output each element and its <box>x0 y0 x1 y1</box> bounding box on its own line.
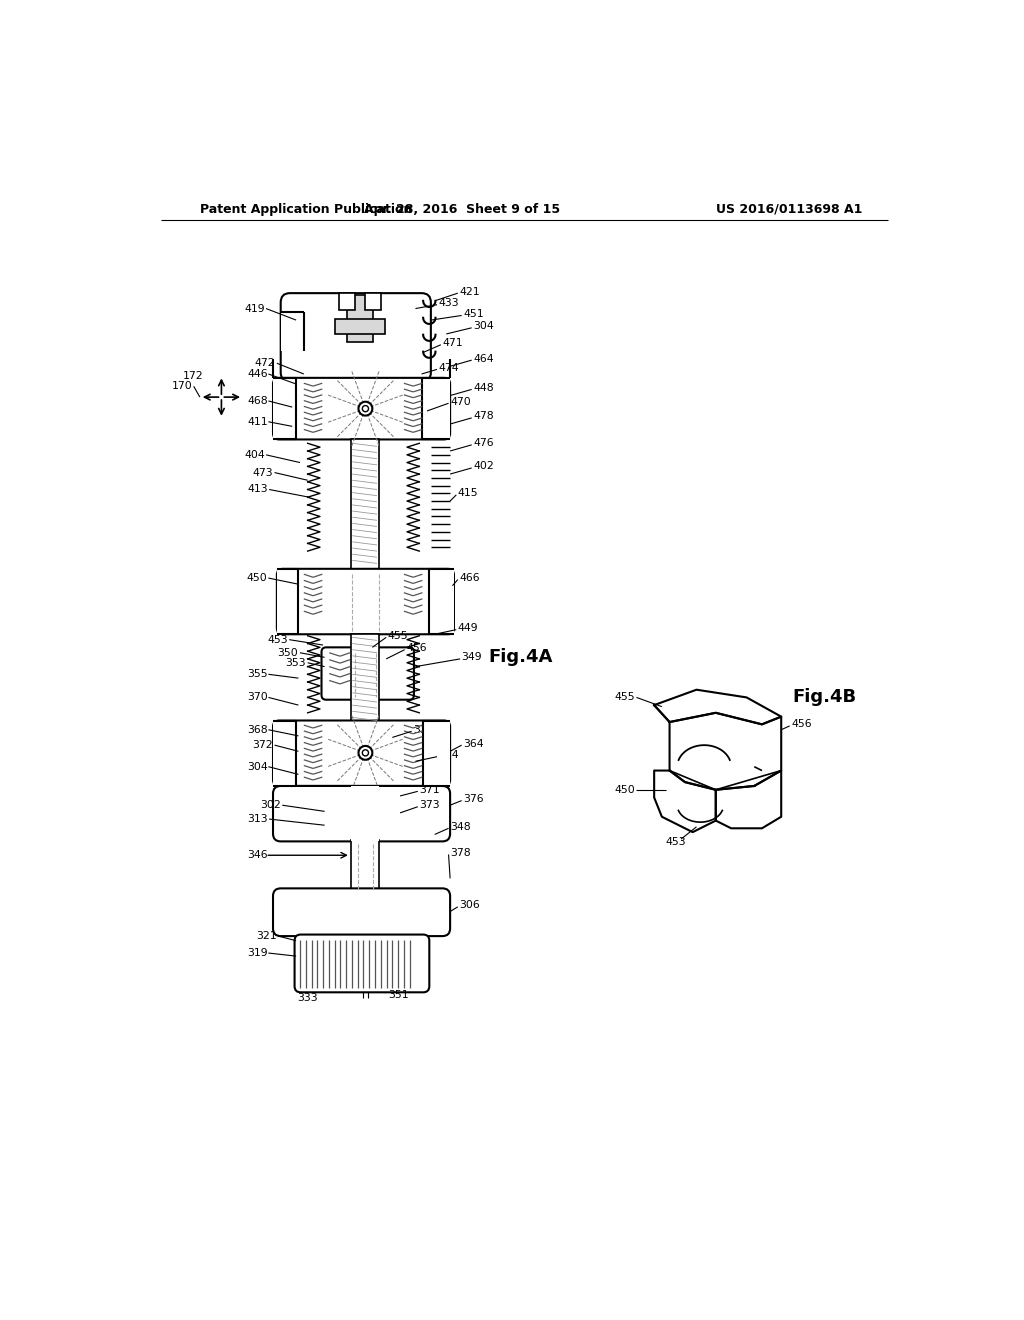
Text: 313: 313 <box>247 814 267 824</box>
Text: 404: 404 <box>245 450 265 459</box>
Text: 456: 456 <box>792 719 812 730</box>
Text: 453: 453 <box>666 837 686 847</box>
Circle shape <box>362 750 369 756</box>
Text: 170: 170 <box>171 381 193 391</box>
Text: 415: 415 <box>458 488 478 499</box>
Text: Apr. 28, 2016  Sheet 9 of 15: Apr. 28, 2016 Sheet 9 of 15 <box>364 203 560 215</box>
Text: 449: 449 <box>458 623 478 634</box>
Bar <box>351 635 379 723</box>
FancyBboxPatch shape <box>273 785 451 841</box>
Text: 353: 353 <box>286 657 306 668</box>
Text: 468: 468 <box>247 396 267 407</box>
Text: 372: 372 <box>252 741 273 750</box>
Text: 351: 351 <box>388 990 409 1001</box>
Circle shape <box>358 401 373 416</box>
Text: 470: 470 <box>451 397 471 407</box>
Text: 302: 302 <box>260 800 281 810</box>
Text: 306: 306 <box>460 900 480 911</box>
Text: Fig.4B: Fig.4B <box>793 689 857 706</box>
Text: 421: 421 <box>460 288 480 297</box>
Text: 466: 466 <box>460 573 480 583</box>
Bar <box>281 313 304 351</box>
Bar <box>339 293 354 310</box>
Text: 346: 346 <box>247 850 267 861</box>
Text: 413: 413 <box>247 484 267 495</box>
FancyBboxPatch shape <box>273 378 451 440</box>
Text: 304: 304 <box>473 321 494 331</box>
Text: 368: 368 <box>247 725 267 735</box>
Text: 304: 304 <box>247 762 267 772</box>
Bar <box>366 293 381 310</box>
FancyBboxPatch shape <box>322 647 414 700</box>
Text: 411: 411 <box>247 417 267 426</box>
Bar <box>429 569 454 635</box>
Text: Fig.4A: Fig.4A <box>488 648 553 667</box>
Circle shape <box>358 746 373 760</box>
Text: 172: 172 <box>183 371 204 380</box>
Text: 373: 373 <box>419 800 440 810</box>
FancyBboxPatch shape <box>276 569 454 635</box>
Text: 474: 474 <box>438 363 459 372</box>
Bar <box>335 318 385 334</box>
Bar <box>347 296 373 342</box>
Text: 355: 355 <box>247 669 267 680</box>
Text: 350: 350 <box>278 648 298 657</box>
Text: 370: 370 <box>247 693 267 702</box>
Text: 472: 472 <box>255 358 275 368</box>
Text: 473: 473 <box>252 467 273 478</box>
Bar <box>276 569 298 635</box>
Text: 464: 464 <box>473 354 494 363</box>
Circle shape <box>362 405 369 412</box>
FancyBboxPatch shape <box>273 335 451 380</box>
Bar <box>273 378 296 440</box>
Text: 456: 456 <box>407 643 427 653</box>
Text: 348: 348 <box>451 822 471 832</box>
FancyBboxPatch shape <box>281 293 431 381</box>
Text: 450: 450 <box>614 785 635 795</box>
Text: 455: 455 <box>387 631 408 640</box>
Text: 321: 321 <box>256 931 276 941</box>
Text: 376: 376 <box>463 795 483 804</box>
FancyBboxPatch shape <box>273 721 451 785</box>
Text: 451: 451 <box>463 309 483 319</box>
Text: 433: 433 <box>438 298 459 308</box>
Text: 319: 319 <box>247 948 267 958</box>
Text: 374: 374 <box>438 750 459 760</box>
Text: 455: 455 <box>614 693 635 702</box>
Text: 349: 349 <box>462 652 482 663</box>
Text: 378: 378 <box>451 847 471 858</box>
Text: 478: 478 <box>473 412 494 421</box>
Text: Patent Application Publication: Patent Application Publication <box>200 203 413 215</box>
Bar <box>351 840 379 890</box>
Text: 402: 402 <box>473 462 494 471</box>
Bar <box>422 378 451 440</box>
Text: 333: 333 <box>297 993 318 1003</box>
Bar <box>273 721 296 785</box>
Text: 371: 371 <box>419 785 440 795</box>
Text: 476: 476 <box>473 438 494 449</box>
Text: 453: 453 <box>268 635 289 644</box>
Text: 419: 419 <box>245 304 265 314</box>
Text: 311: 311 <box>413 725 434 735</box>
Bar <box>423 721 451 785</box>
Text: US 2016/0113698 A1: US 2016/0113698 A1 <box>716 203 862 215</box>
Text: 446: 446 <box>247 370 267 379</box>
Bar <box>351 785 379 841</box>
Text: 471: 471 <box>442 338 463 348</box>
Text: 450: 450 <box>247 573 267 583</box>
Text: 448: 448 <box>473 383 494 393</box>
Text: 364: 364 <box>463 739 483 748</box>
Bar <box>351 440 379 570</box>
FancyBboxPatch shape <box>295 935 429 993</box>
FancyBboxPatch shape <box>273 888 451 936</box>
